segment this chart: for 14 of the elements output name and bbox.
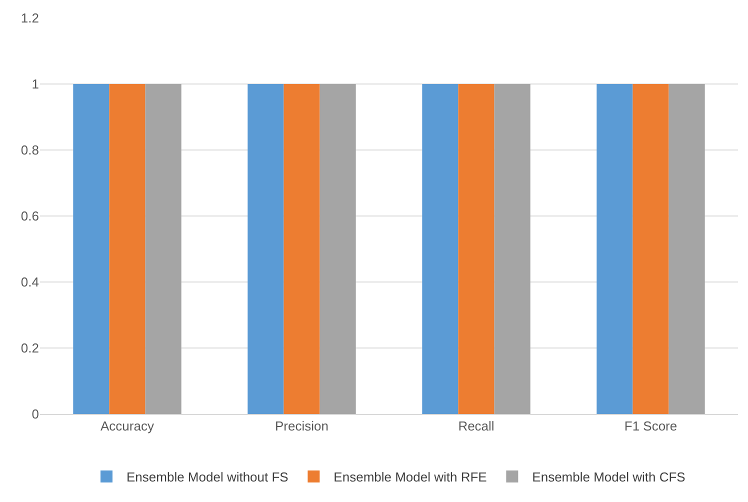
x-tick-label: F1 Score (624, 418, 678, 434)
y-tick-label: 0 (32, 406, 39, 422)
y-tick-label: 0.2 (20, 340, 39, 356)
x-tick-label: Recall (458, 418, 494, 434)
legend-label: Ensemble Model with RFE (334, 470, 488, 485)
y-tick-label: 1.2 (20, 10, 39, 26)
y-tick-label: 0.6 (20, 208, 39, 224)
x-tick-label: Precision (275, 418, 328, 434)
x-tick-label: Accuracy (100, 418, 154, 434)
y-tick-label: 1 (32, 76, 39, 92)
legend-label: Ensemble Model with CFS (532, 470, 686, 485)
y-tick-label: 0.4 (20, 274, 39, 290)
y-tick-label: 0.8 (20, 142, 39, 158)
legend-label: Ensemble Model without FS (126, 470, 289, 485)
